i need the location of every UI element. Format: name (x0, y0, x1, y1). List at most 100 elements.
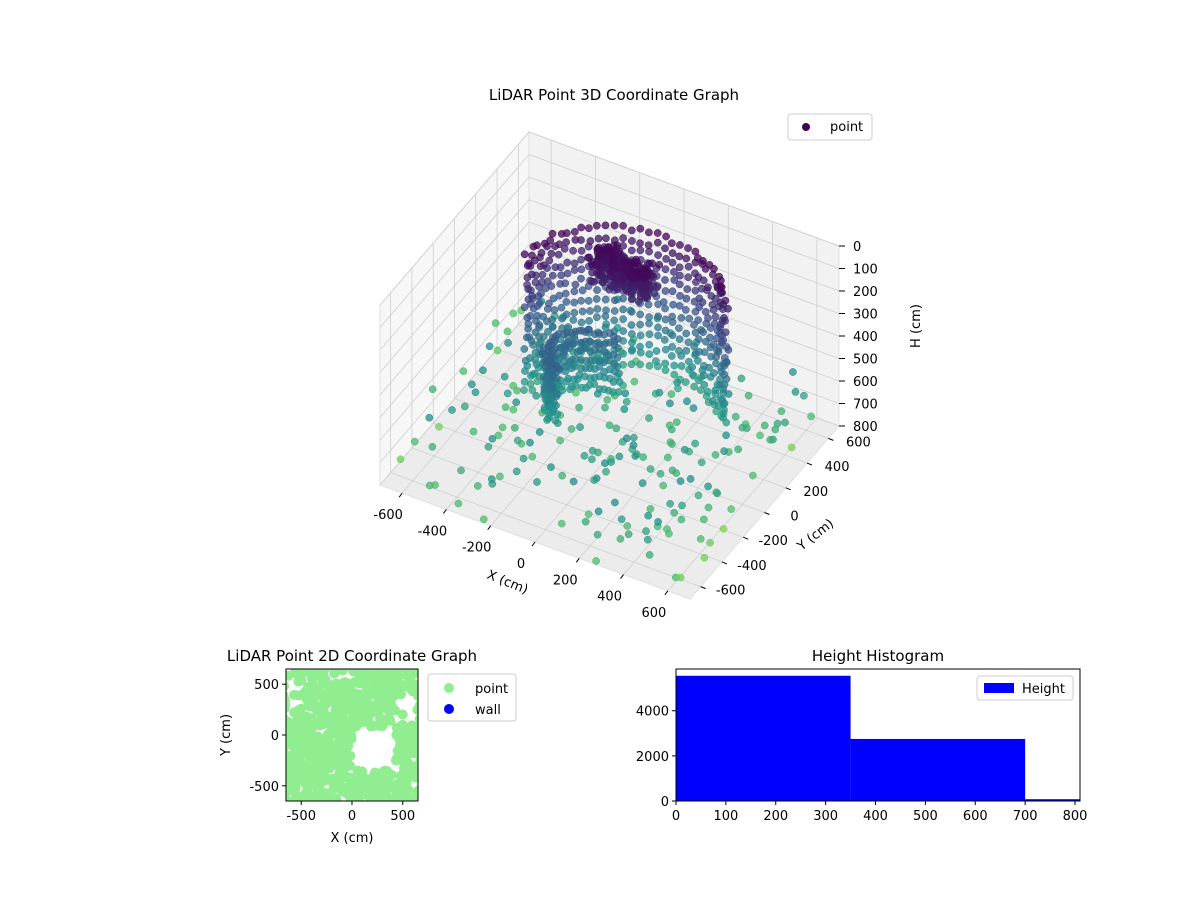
point-3d (524, 325, 532, 333)
y-tick-mark (806, 462, 813, 466)
point-3d (523, 313, 532, 322)
point-3d (690, 382, 699, 391)
point-3d (628, 237, 636, 245)
point-2d (336, 730, 347, 741)
grid-line (528, 176, 840, 292)
z-tick-label: 100 (853, 263, 878, 278)
point-3d (557, 230, 566, 238)
point-3d (691, 286, 700, 295)
point-3d (562, 297, 571, 306)
point-3d (700, 348, 709, 357)
point-3d (510, 423, 519, 432)
point-2d (286, 671, 289, 680)
point-2d (415, 756, 418, 766)
point-3d (722, 431, 730, 440)
point-3d (570, 228, 579, 236)
y-tick-label: 400 (825, 460, 850, 475)
point-2d (383, 778, 393, 789)
point-3d (590, 278, 598, 286)
point-3d (694, 491, 703, 500)
point-3d (496, 472, 504, 481)
point-3d (594, 507, 603, 516)
point-3d (594, 234, 603, 243)
point-2d (306, 714, 317, 725)
point-2d (321, 774, 332, 785)
point-3d (705, 363, 713, 372)
point-3d (688, 363, 697, 371)
x-tick-mark (664, 590, 669, 596)
point-3d (604, 351, 613, 359)
point-3d (656, 469, 665, 478)
point-3d (700, 515, 708, 524)
point-3d (479, 515, 488, 524)
point-3d (652, 357, 660, 366)
point-3d (720, 447, 728, 455)
point-3d (654, 312, 662, 321)
point-3d (645, 247, 653, 256)
point-3d (501, 403, 510, 412)
point-3d (570, 266, 579, 274)
point-3d (717, 283, 726, 292)
chart3d-title: LiDAR Point 3D Coordinate Graph (489, 86, 739, 104)
point-3d (567, 425, 576, 433)
y-tick-label: 2000 (636, 750, 669, 765)
point-2d (286, 670, 294, 681)
point-3d (675, 280, 684, 289)
y-tick-label: -400 (737, 559, 767, 574)
z-tick-label: 0 (853, 240, 861, 255)
point-2d (344, 714, 355, 725)
z-tick-label: 300 (853, 308, 878, 323)
chart2d-legend-marker-wall (444, 704, 454, 714)
point-2d (356, 770, 367, 781)
point-2d (338, 739, 349, 750)
point-3d (598, 278, 607, 287)
point-3d (654, 323, 662, 332)
point-2d (313, 750, 324, 761)
point-3d (642, 527, 650, 535)
point-3d (710, 369, 718, 377)
point-3d (667, 425, 676, 434)
point-3d (563, 377, 571, 386)
point-3d (601, 246, 610, 255)
point-3d (601, 221, 610, 230)
point-2d (296, 723, 307, 734)
point-3d (667, 352, 676, 360)
point-2d (286, 763, 294, 774)
point-3d (662, 232, 670, 241)
point-3d (771, 425, 780, 434)
point-3d (668, 249, 677, 257)
point-3d (684, 262, 693, 271)
point-2d (367, 669, 378, 680)
point-3d (558, 471, 567, 480)
point-3d (488, 434, 497, 443)
point-3d (700, 381, 709, 389)
grid-line (379, 221, 530, 396)
point-3d (668, 343, 676, 351)
point-3d (675, 252, 684, 261)
point-3d (552, 392, 561, 401)
point-3d (557, 303, 566, 312)
point-2d (312, 670, 323, 681)
histogram-bar (1025, 799, 1080, 801)
point-3d (500, 372, 509, 381)
grid-line (379, 131, 530, 306)
point-2d (329, 669, 340, 679)
point-3d (586, 237, 595, 245)
point-3d (586, 307, 594, 315)
point-3d (532, 317, 540, 325)
point-3d (610, 307, 619, 315)
point-3d (503, 389, 512, 398)
point-3d (560, 357, 569, 366)
point-3d (660, 336, 669, 344)
point-3d (504, 339, 512, 347)
point-3d (636, 360, 644, 369)
point-3d (491, 319, 500, 327)
point-3d (629, 433, 638, 442)
point-3d (611, 296, 619, 305)
point-3d (512, 398, 521, 407)
x-tick-label: 300 (813, 809, 838, 824)
point-3d (787, 443, 796, 452)
point-3d (650, 289, 659, 297)
point-3d (714, 348, 723, 356)
point-3d (731, 412, 740, 421)
